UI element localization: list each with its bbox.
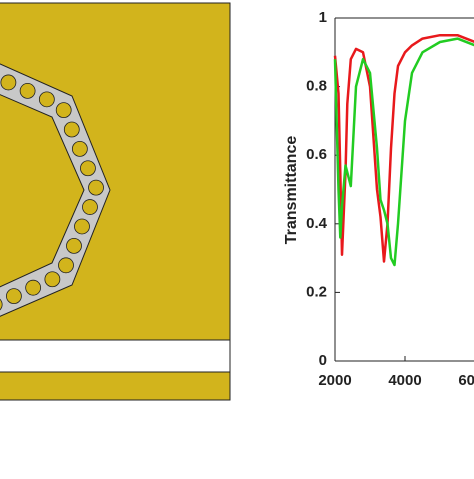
y-tick-label: 0 bbox=[319, 352, 327, 369]
hole bbox=[6, 288, 22, 305]
x-tick-label: 6000 bbox=[458, 372, 474, 389]
series-line bbox=[333, 33, 474, 263]
hole bbox=[66, 237, 82, 254]
gap-stripe bbox=[0, 339, 231, 373]
hole bbox=[25, 279, 42, 296]
x-tick-label: 4000 bbox=[388, 372, 421, 389]
y-tick-label: 0.2 bbox=[306, 283, 327, 300]
hole bbox=[80, 160, 96, 177]
hole bbox=[88, 179, 104, 196]
y-axis-label: Transmittance bbox=[283, 136, 300, 245]
y-tick-label: 0.8 bbox=[306, 78, 327, 95]
series-line bbox=[333, 37, 474, 267]
hole bbox=[19, 83, 36, 99]
x-tick-label: 2000 bbox=[318, 372, 351, 389]
hole bbox=[63, 121, 80, 138]
y-tick-label: 1 bbox=[319, 9, 327, 26]
hole bbox=[74, 218, 90, 235]
waveguide bbox=[0, 371, 231, 401]
hole bbox=[0, 298, 3, 311]
y-tick-label: 0.4 bbox=[306, 215, 328, 232]
hole bbox=[38, 91, 55, 108]
hole bbox=[71, 140, 88, 157]
ring-resonator bbox=[0, 63, 111, 317]
hole bbox=[55, 102, 72, 119]
hole bbox=[82, 199, 98, 215]
hole-array bbox=[0, 74, 104, 311]
y-tick-label: 0.6 bbox=[306, 146, 327, 163]
hole bbox=[44, 271, 61, 288]
hole bbox=[58, 257, 74, 274]
hole bbox=[0, 74, 17, 91]
structure-diagram bbox=[0, 2, 231, 401]
